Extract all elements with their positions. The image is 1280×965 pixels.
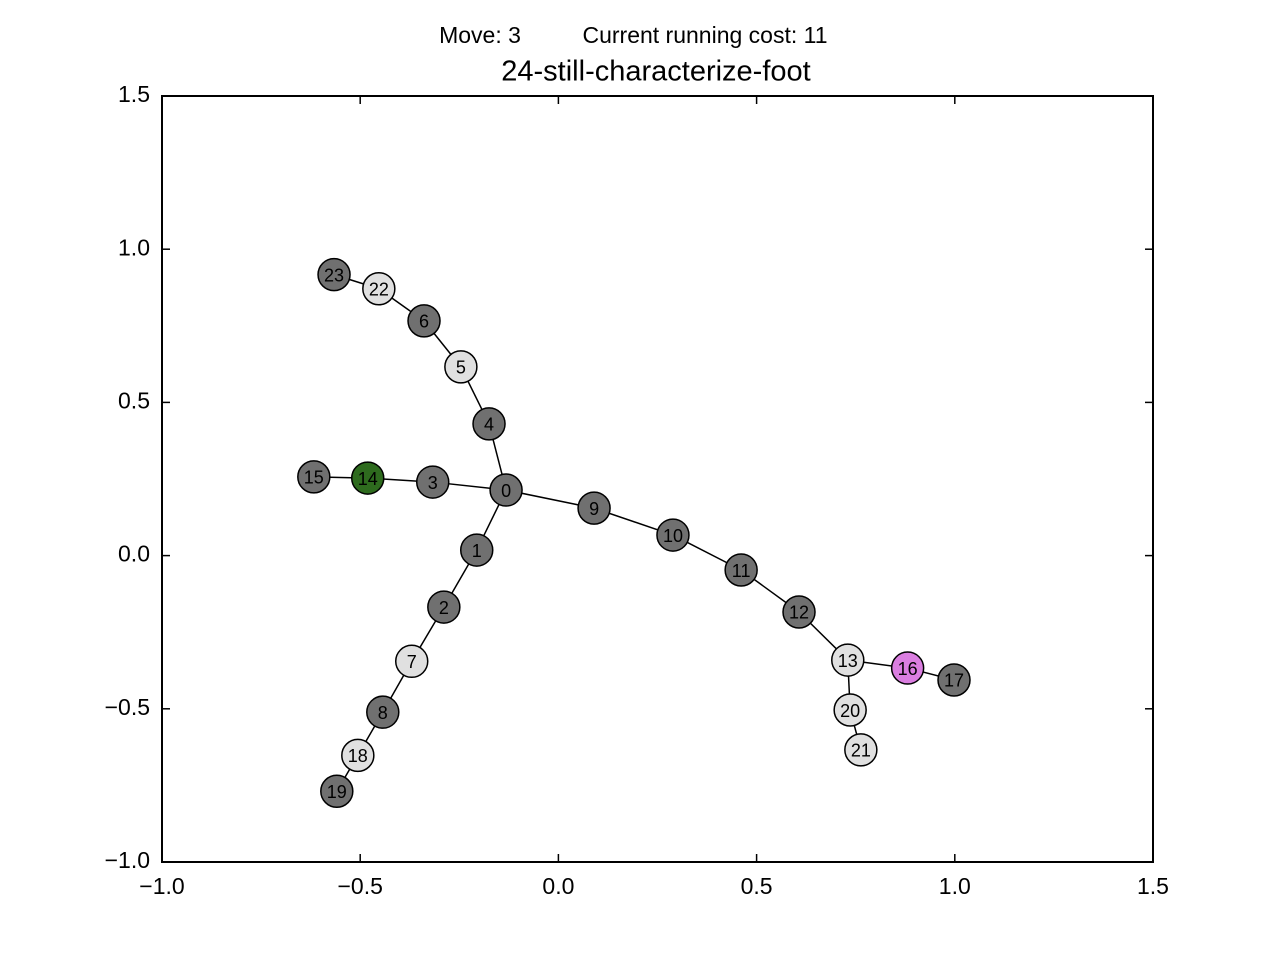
x-tick-label: 0.0 xyxy=(542,873,574,899)
node xyxy=(427,590,461,624)
node-label: 21 xyxy=(851,741,871,761)
node xyxy=(577,491,611,525)
node xyxy=(350,461,385,495)
cost-label: Current running cost: 11 xyxy=(582,22,827,48)
node xyxy=(890,651,925,685)
node xyxy=(782,595,816,629)
node-label: 19 xyxy=(327,782,347,802)
x-tick-label: −0.5 xyxy=(337,873,382,899)
node xyxy=(394,644,429,679)
node xyxy=(489,473,523,507)
node-label: 17 xyxy=(944,671,964,691)
node xyxy=(407,304,441,338)
node-label: 7 xyxy=(407,652,417,672)
node xyxy=(341,738,375,773)
node-label: 20 xyxy=(840,701,860,721)
node xyxy=(844,733,878,767)
x-tick-label: −1.0 xyxy=(139,873,184,899)
node xyxy=(415,465,450,499)
y-tick-label: −0.5 xyxy=(105,694,150,720)
node-label: 22 xyxy=(369,279,389,299)
node xyxy=(831,643,865,677)
node-label: 3 xyxy=(428,473,438,493)
node-label: 16 xyxy=(898,659,918,679)
node-label: 8 xyxy=(378,703,388,723)
node-label: 5 xyxy=(456,358,466,378)
node-label: 14 xyxy=(358,469,378,489)
node-label: 9 xyxy=(589,499,599,519)
node xyxy=(472,407,506,441)
node xyxy=(317,257,351,292)
move-label: Move: 3 xyxy=(439,22,521,48)
y-tick-label: 0.5 xyxy=(118,387,150,413)
y-tick-label: 1.5 xyxy=(118,81,150,107)
node-label: 0 xyxy=(501,481,511,501)
node xyxy=(362,271,396,306)
node-label: 10 xyxy=(663,526,683,546)
node-label: 13 xyxy=(838,651,858,671)
node-label: 6 xyxy=(419,312,429,332)
y-tick-label: 0.0 xyxy=(118,541,150,567)
node xyxy=(297,460,331,494)
node-label: 4 xyxy=(484,415,494,435)
node-label: 15 xyxy=(304,468,324,488)
x-tick-label: 1.0 xyxy=(939,873,971,899)
x-tick-label: 0.5 xyxy=(741,873,773,899)
node xyxy=(937,663,971,697)
node xyxy=(833,693,867,727)
plot-frame xyxy=(161,95,1154,863)
node-label: 1 xyxy=(472,541,482,561)
x-tick-label: 1.5 xyxy=(1137,873,1169,899)
node xyxy=(444,350,478,384)
node xyxy=(320,774,354,808)
node xyxy=(724,553,758,587)
y-tick-label: 1.0 xyxy=(118,234,150,260)
chart-title: 24-still-characterize-foot xyxy=(501,56,810,88)
y-tick-label: −1.0 xyxy=(105,847,150,873)
node-label: 18 xyxy=(348,746,368,766)
node-label: 12 xyxy=(789,603,809,623)
node xyxy=(656,518,690,552)
node-label: 2 xyxy=(439,598,449,618)
node xyxy=(366,695,400,729)
node-label: 11 xyxy=(732,561,751,581)
node-label: 23 xyxy=(324,265,344,285)
node xyxy=(459,533,494,567)
